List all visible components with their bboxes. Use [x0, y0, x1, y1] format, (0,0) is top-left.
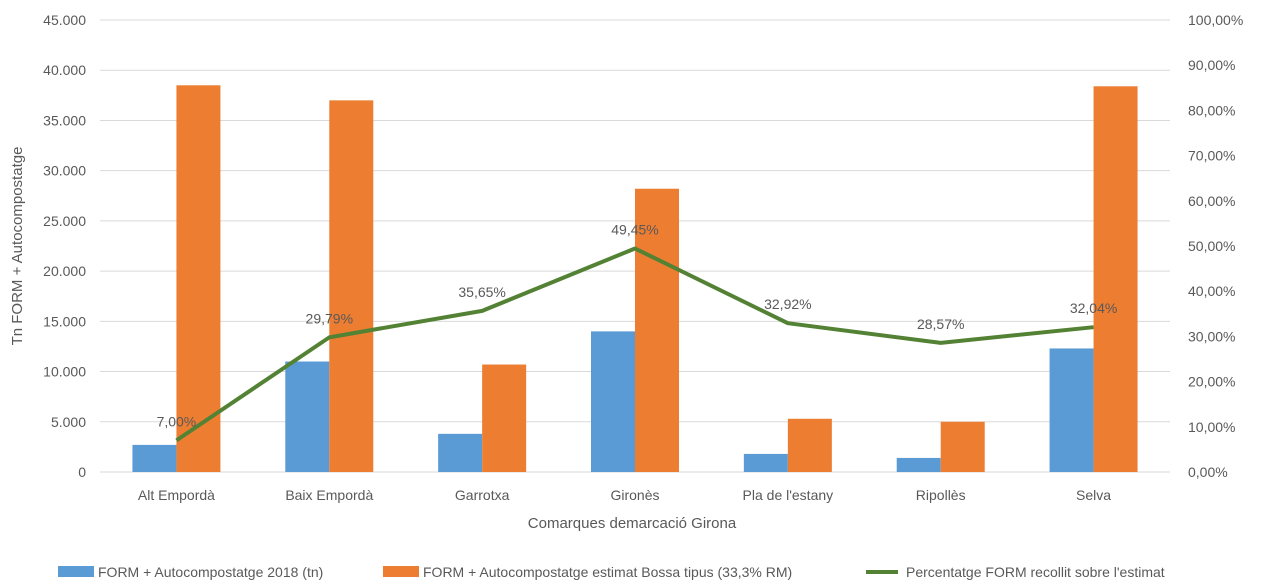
bar: [635, 188, 679, 472]
y-axis-title: Tn FORM + Autocompostatge: [9, 147, 26, 346]
y2-tick-label: 10,00%: [1188, 419, 1235, 435]
data-label: 32,04%: [1070, 300, 1117, 316]
y-tick-label: 10.000: [43, 364, 86, 380]
data-label: 32,92%: [764, 296, 811, 312]
bar: [940, 421, 985, 472]
series-line: [175, 246, 1094, 443]
y-tick-label: 30.000: [43, 163, 86, 179]
bar: [896, 457, 941, 472]
bar: [132, 444, 177, 472]
x-tick-label: Ripollès: [916, 487, 966, 503]
y-tick-label: 0: [78, 464, 86, 480]
y2-tick-label: 50,00%: [1188, 238, 1235, 254]
data-label: 29,79%: [306, 310, 353, 326]
data-label: 7,00%: [157, 413, 197, 429]
y-tick-label: 5.000: [51, 414, 86, 430]
y-tick-label: 35.000: [43, 112, 86, 128]
y2-tick-label: 20,00%: [1188, 374, 1235, 390]
bar: [482, 364, 527, 472]
legend-label: FORM + Autocompostatge 2018 (tn): [98, 564, 323, 580]
bar: [743, 453, 788, 472]
bar: [1049, 348, 1094, 472]
y-tick-label: 15.000: [43, 313, 86, 329]
y2-tick-label: 80,00%: [1188, 102, 1235, 118]
bar: [438, 433, 483, 472]
y-tick-label: 20.000: [43, 263, 86, 279]
legend-swatch: [58, 566, 94, 577]
x-axis-ticks: Alt Empordà Baix Empordà Garrotxa Gironès Pl…: [138, 487, 1111, 503]
data-label: 35,65%: [458, 284, 505, 300]
x-tick-label: Gironès: [610, 487, 659, 503]
y2-tick-label: 60,00%: [1188, 193, 1235, 209]
y2-tick-label: 30,00%: [1188, 328, 1235, 344]
bar: [329, 100, 374, 472]
x-tick-label: Baix Empordà: [285, 487, 373, 503]
bar: [1093, 86, 1138, 472]
x-tick-label: Alt Empordà: [138, 487, 215, 503]
y2-tick-label: 70,00%: [1188, 148, 1235, 164]
x-axis-title: Comarques demarcació Girona: [528, 515, 737, 532]
legend-label: FORM + Autocompostatge estimat Bossa tip…: [423, 564, 792, 580]
bar: [591, 331, 635, 472]
legend-label: Percentatge FORM recollit sobre l'estima…: [906, 564, 1165, 580]
bar: [285, 361, 330, 472]
y-axis-left-ticks: 0 5.000 10.000 15.000 20.000 25.000 30.000 35.0…: [43, 12, 86, 480]
y2-tick-label: 0,00%: [1188, 464, 1228, 480]
x-tick-label: Pla de l'estany: [743, 487, 834, 503]
y-tick-label: 40.000: [43, 62, 86, 78]
bar: [787, 418, 832, 472]
data-label: 49,45%: [611, 221, 658, 237]
legend: FORM + Autocompostatge 2018 (tn) FORM + A…: [58, 564, 1165, 580]
y2-tick-label: 100,00%: [1188, 12, 1243, 28]
y-tick-label: 45.000: [43, 12, 86, 28]
percentage-line: 7,00% 29,79% 35,65% 49,45% 32,92% 28,57% 32,04…: [157, 221, 1117, 443]
y-tick-label: 25.000: [43, 213, 86, 229]
legend-swatch: [383, 566, 419, 577]
bar: [176, 85, 221, 473]
y-axis-right-ticks: 0,00% 10,00% 20,00% 30,00% 40,00% 50,00% 60,00…: [1188, 12, 1243, 480]
data-label: 28,57%: [917, 316, 964, 332]
x-tick-label: Selva: [1076, 487, 1111, 503]
y2-tick-label: 90,00%: [1188, 57, 1235, 73]
bars: [132, 85, 1138, 473]
y2-tick-label: 40,00%: [1188, 283, 1235, 299]
x-tick-label: Garrotxa: [455, 487, 510, 503]
